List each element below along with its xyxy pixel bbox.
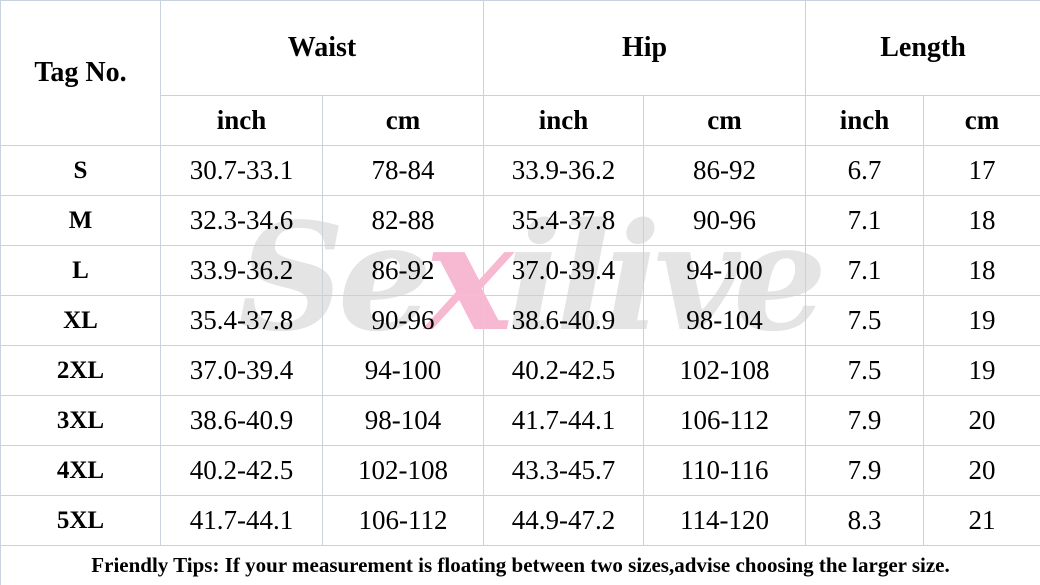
length-inch-value: 7.1 [805,195,925,246]
hip-inch-value: 33.9-36.2 [483,145,644,196]
size-row-l: L 33.9-36.2 86-92 37.0-39.4 94-100 7.1 1… [0,245,1040,296]
header-group-row: Tag No. Waist Hip Length [0,0,1040,146]
column-header-tag-no: Tag No. [0,0,161,146]
header-unit-row: inch cm inch cm inch cm [1,95,1040,146]
unit-header-waist-cm: cm [322,95,484,146]
hip-cm-value: 114-120 [642,495,807,546]
waist-cm-value: 98-104 [322,395,484,446]
unit-header-hip-inch: inch [483,95,644,146]
size-tag: S [0,145,161,196]
hip-inch-value: 38.6-40.9 [483,295,644,346]
size-row-4xl: 4XL 40.2-42.5 102-108 43.3-45.7 110-116 … [0,445,1040,496]
size-row-2xl: 2XL 37.0-39.4 94-100 40.2-42.5 102-108 7… [0,345,1040,396]
waist-inch-value: 41.7-44.1 [160,495,323,546]
hip-cm-value: 98-104 [642,295,807,346]
hip-inch-value: 40.2-42.5 [483,345,644,396]
size-tag: 4XL [0,445,161,496]
hip-inch-value: 44.9-47.2 [483,495,644,546]
length-inch-value: 6.7 [805,145,925,196]
size-tag: L [0,245,161,296]
column-header-length: Length [805,0,1040,96]
waist-cm-value: 78-84 [322,145,484,196]
unit-header-hip-cm: cm [642,95,807,146]
waist-cm-value: 82-88 [322,195,484,246]
hip-cm-value: 102-108 [642,345,807,396]
waist-cm-value: 86-92 [322,245,484,296]
friendly-tips-text: Friendly Tips: If your measurement is fl… [0,545,1040,585]
length-cm-value: 19 [923,345,1040,396]
unit-header-length-inch: inch [805,95,925,146]
waist-inch-value: 33.9-36.2 [160,245,323,296]
waist-inch-value: 37.0-39.4 [160,345,323,396]
size-tag: 5XL [0,495,161,546]
hip-inch-value: 35.4-37.8 [483,195,644,246]
unit-header-length-cm: cm [923,95,1040,146]
hip-cm-value: 86-92 [642,145,807,196]
length-inch-value: 8.3 [805,495,925,546]
waist-inch-value: 30.7-33.1 [160,145,323,196]
size-tag: XL [0,295,161,346]
length-inch-value: 7.5 [805,295,925,346]
waist-cm-value: 94-100 [322,345,484,396]
size-row-5xl: 5XL 41.7-44.1 106-112 44.9-47.2 114-120 … [0,495,1040,546]
length-inch-value: 7.9 [805,445,925,496]
waist-cm-value: 102-108 [322,445,484,496]
length-cm-value: 18 [923,195,1040,246]
length-inch-value: 7.5 [805,345,925,396]
hip-cm-value: 110-116 [642,445,807,496]
length-cm-value: 21 [923,495,1040,546]
length-cm-value: 17 [923,145,1040,196]
length-cm-value: 20 [923,395,1040,446]
length-cm-value: 18 [923,245,1040,296]
column-header-hip: Hip [482,0,807,96]
waist-inch-value: 40.2-42.5 [160,445,323,496]
hip-cm-value: 106-112 [642,395,807,446]
length-inch-value: 7.1 [805,245,925,296]
waist-inch-value: 35.4-37.8 [160,295,323,346]
waist-inch-value: 32.3-34.6 [160,195,323,246]
size-tag: 2XL [0,345,161,396]
length-inch-value: 7.9 [805,395,925,446]
size-tag: 3XL [0,395,161,446]
waist-cm-value: 106-112 [322,495,484,546]
hip-inch-value: 43.3-45.7 [483,445,644,496]
size-row-3xl: 3XL 38.6-40.9 98-104 41.7-44.1 106-112 7… [0,395,1040,446]
waist-cm-value: 90-96 [322,295,484,346]
hip-cm-value: 94-100 [642,245,807,296]
friendly-tips-row: Friendly Tips: If your measurement is fl… [0,545,1040,585]
unit-header-waist-inch: inch [160,95,323,146]
waist-inch-value: 38.6-40.9 [160,395,323,446]
hip-cm-value: 90-96 [642,195,807,246]
size-tag: M [0,195,161,246]
size-row-s: S 30.7-33.1 78-84 33.9-36.2 86-92 6.7 17 [0,145,1040,196]
column-header-waist: Waist [160,0,484,96]
hip-inch-value: 37.0-39.4 [483,245,644,296]
length-cm-value: 20 [923,445,1040,496]
length-cm-value: 19 [923,295,1040,346]
size-row-xl: XL 35.4-37.8 90-96 38.6-40.9 98-104 7.5 … [0,295,1040,346]
hip-inch-value: 41.7-44.1 [483,395,644,446]
size-row-m: M 32.3-34.6 82-88 35.4-37.8 90-96 7.1 18 [0,195,1040,246]
